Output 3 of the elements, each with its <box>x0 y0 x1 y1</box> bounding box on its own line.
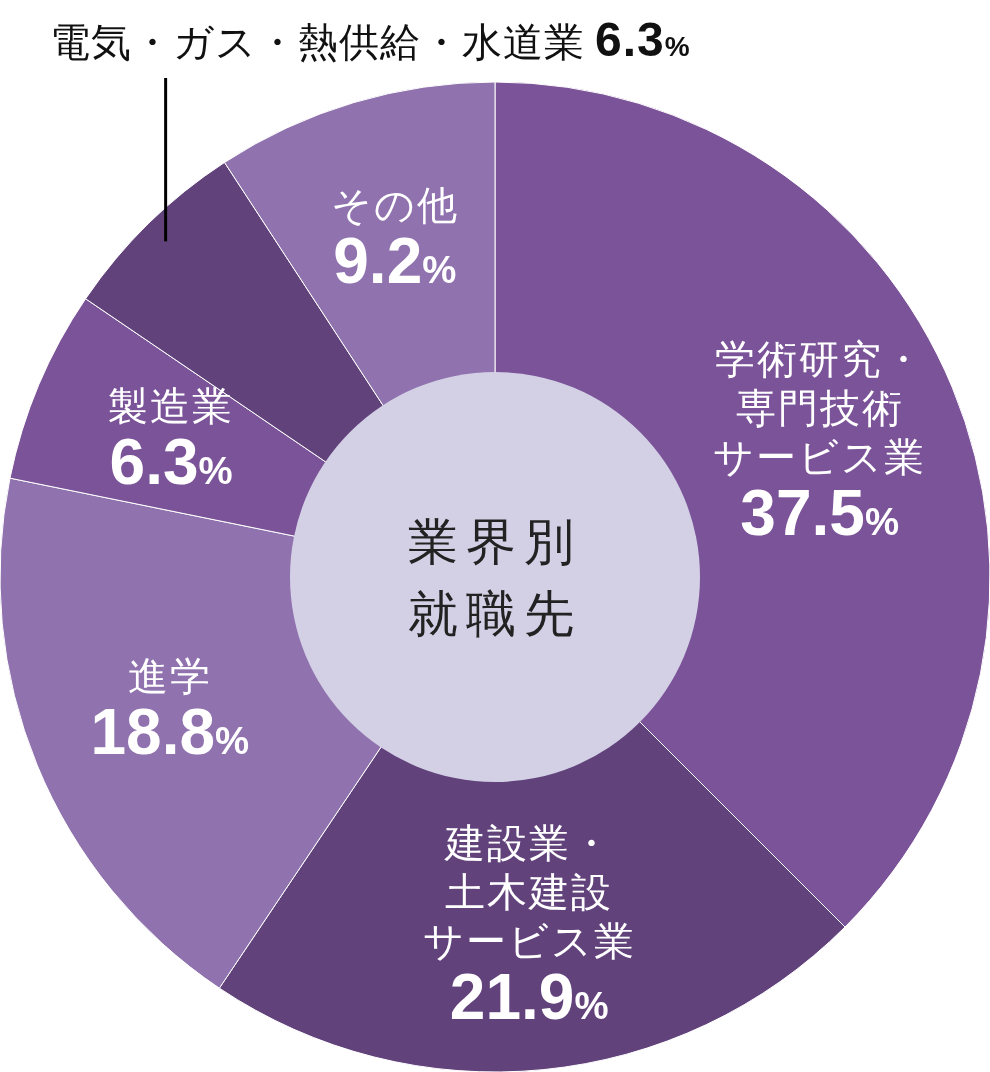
data-label: 6.3% <box>595 13 691 66</box>
slice-label: 電気・ガス・熱供給・水道業 <box>50 20 585 64</box>
title: 業界別就職先 <box>408 514 582 642</box>
